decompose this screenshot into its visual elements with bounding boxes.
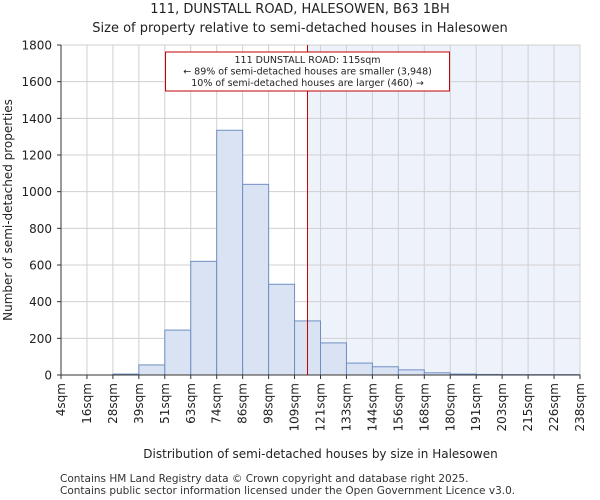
y-tick-label: 1800 [21,39,52,53]
x-tick-label: 203sqm [495,383,509,431]
y-tick-label: 1400 [21,112,52,126]
histogram-bar [138,364,166,376]
histogram-bar [242,183,270,376]
x-tick-label: 109sqm [288,383,302,431]
x-tick-label: 191sqm [469,383,483,431]
x-axis-title: Distribution of semi-detached houses by … [143,447,497,461]
x-tick-label: 180sqm [443,383,457,431]
y-tick-label: 800 [29,222,52,236]
x-tick-label: 121sqm [314,383,328,431]
histogram-bar [320,342,347,376]
annotation-line: ← 89% of semi-detached houses are smalle… [183,67,432,78]
larger-region-highlight [307,45,580,375]
y-tick-label: 400 [29,295,52,309]
y-axis-title: Number of semi-detached properties [1,99,15,321]
x-tick-label: 144sqm [365,383,379,431]
x-tick-label: 156sqm [391,383,405,431]
histogram-bar [345,362,373,376]
chart-title: 111, DUNSTALL ROAD, HALESOWEN, B63 1BH [150,2,450,17]
histogram-bar [397,369,425,376]
x-tick-label: 16sqm [80,383,94,424]
x-tick-label: 63sqm [184,383,198,424]
chart-subtitle: Size of property relative to semi-detach… [92,21,508,36]
y-tick-label: 600 [29,259,52,273]
x-tick-label: 28sqm [106,383,120,424]
annotation-line: 10% of semi-detached houses are larger (… [191,78,424,89]
histogram-bar [216,129,244,376]
histogram-bar [371,366,399,376]
footer-copyright: Contains HM Land Registry data © Crown c… [60,473,469,485]
x-tick-label: 98sqm [262,383,276,424]
x-tick-label: 238sqm [573,383,587,431]
x-tick-label: 74sqm [210,383,224,424]
x-tick-label: 86sqm [236,383,250,424]
footer-licence: Contains public sector information licen… [60,485,516,497]
x-tick-label: 133sqm [339,383,353,431]
x-tick-label: 226sqm [547,383,561,431]
histogram-bar [268,283,296,376]
x-tick-label: 168sqm [417,383,431,431]
x-tick-label: 39sqm [132,383,146,424]
y-tick-label: 0 [44,369,52,383]
y-tick-label: 1000 [21,185,52,199]
x-tick-label: 4sqm [54,383,68,416]
x-tick-label: 215sqm [521,383,535,431]
histogram-bar [190,260,218,376]
y-tick-label: 1600 [21,75,52,89]
y-tick-label: 200 [29,332,52,346]
histogram-bar [164,329,192,376]
annotation-line: 111 DUNSTALL ROAD: 115sqm [235,55,381,66]
y-tick-label: 1200 [21,149,52,163]
annotation-box [165,51,451,92]
x-tick-label: 51sqm [158,383,172,424]
